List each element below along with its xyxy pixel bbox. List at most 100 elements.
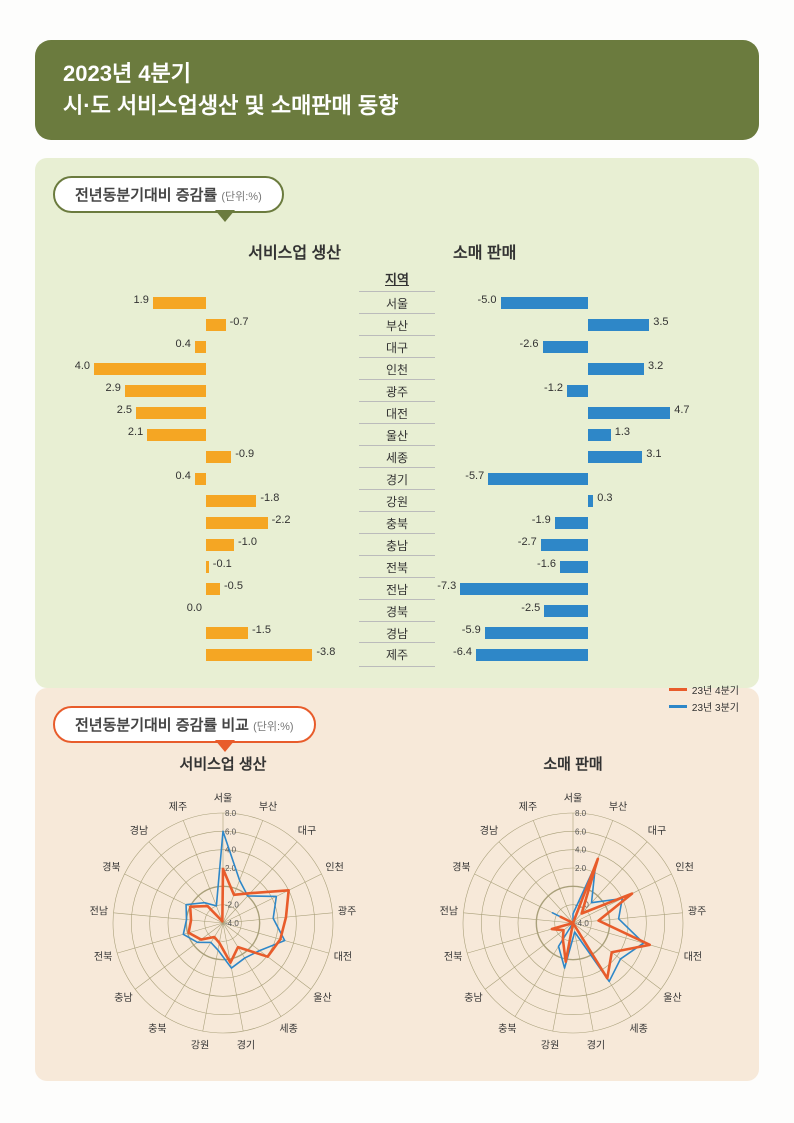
section1-pill-text: 전년동분기대비 증감률 <box>75 187 217 204</box>
bar-row: -3.8제주-6.4 <box>53 644 741 666</box>
svg-text:경북: 경북 <box>102 860 120 873</box>
region-label: 부산 <box>359 313 435 337</box>
bar-chart-headers: 서비스업 생산 소매 판매 <box>53 239 741 263</box>
svg-text:부산: 부산 <box>259 801 277 813</box>
title-line1: 2023년 4분기 <box>63 58 731 90</box>
radar-service-col: 서비스업 생산 서울부산대구인천광주대전울산세종경기 강원 충북 충남 전북 전남 경북 경남… <box>53 753 393 1063</box>
svg-text:8.0: 8.0 <box>575 809 587 818</box>
legend-swatch-q3 <box>669 705 687 708</box>
svg-text:6.0: 6.0 <box>575 827 587 836</box>
region-label: 대전 <box>359 401 435 425</box>
bar-row: 1.9서울-5.0 <box>53 292 741 314</box>
svg-text:경기: 경기 <box>587 1038 605 1051</box>
region-label: 경남 <box>359 621 435 645</box>
region-label: 울산 <box>359 423 435 447</box>
bar-row: -1.5경남-5.9 <box>53 622 741 644</box>
svg-text:경기: 경기 <box>237 1038 255 1051</box>
svg-text:부산: 부산 <box>609 801 627 813</box>
bar-row: 2.5대전4.7 <box>53 402 741 424</box>
svg-text:대구: 대구 <box>648 825 666 837</box>
legend-q3-label: 23년 3분기 <box>692 699 739 714</box>
bar-row: -1.8강원0.3 <box>53 490 741 512</box>
svg-text:울산: 울산 <box>313 992 331 1004</box>
region-label: 광주 <box>359 379 435 403</box>
svg-text:충북: 충북 <box>498 1023 516 1035</box>
right-chart-title: 소매 판매 <box>435 239 741 263</box>
region-label: 제주 <box>359 642 435 667</box>
svg-text:경남: 경남 <box>480 824 498 837</box>
region-label: 충남 <box>359 533 435 557</box>
section2-unit: (단위:%) <box>253 721 293 733</box>
svg-text:세종: 세종 <box>279 1023 297 1035</box>
radar-retail-chart: 서울부산대구인천광주대전울산세종경기강원충북충남전북전남경북경남제주-4.0-2… <box>403 778 743 1058</box>
svg-text:4.0: 4.0 <box>575 845 587 854</box>
svg-text:제주: 제주 <box>169 801 187 813</box>
region-label: 대구 <box>359 335 435 359</box>
pill-tail-icon <box>215 210 235 222</box>
region-label: 강원 <box>359 489 435 513</box>
radar-service-title: 서비스업 생산 <box>53 753 393 774</box>
svg-text:전남: 전남 <box>440 905 458 917</box>
radar-chart-section: 전년동분기대비 증감률 비교 (단위:%) 23년 4분기 23년 3분기 서비… <box>35 688 759 1081</box>
svg-text:서울: 서울 <box>564 792 582 804</box>
radar-wrap: 서비스업 생산 서울부산대구인천광주대전울산세종경기 강원 충북 충남 전북 전남 경북 경남… <box>53 753 741 1063</box>
svg-text:6.0: 6.0 <box>225 827 237 836</box>
bar-row: 0.4대구-2.6 <box>53 336 741 358</box>
region-header: 지역 <box>359 269 435 288</box>
svg-text:전남: 전남 <box>90 905 108 917</box>
radar-service-chart: 서울부산대구인천광주대전울산세종경기강원충북충남전북전남경북경남제주-4.0-2… <box>53 778 393 1058</box>
svg-text:전북: 전북 <box>444 951 462 963</box>
svg-text:2.0: 2.0 <box>575 864 587 873</box>
svg-text:강원: 강원 <box>191 1039 209 1051</box>
svg-text:전북: 전북 <box>94 951 112 963</box>
svg-text:세종: 세종 <box>629 1023 647 1035</box>
title-line2: 시·도 서비스업생산 및 소매판매 동향 <box>63 90 731 122</box>
bar-row: -1.0충남-2.7 <box>53 534 741 556</box>
svg-text:충남: 충남 <box>464 992 482 1004</box>
section1-pill: 전년동분기대비 증감률 (단위:%) <box>53 176 284 213</box>
svg-text:-4.0: -4.0 <box>575 919 589 928</box>
bar-row: -0.7부산3.5 <box>53 314 741 336</box>
bar-row: 2.1울산1.3 <box>53 424 741 446</box>
region-label: 전남 <box>359 577 435 601</box>
svg-text:대구: 대구 <box>298 825 316 837</box>
pill-tail-icon <box>215 740 235 752</box>
svg-text:인천: 인천 <box>675 861 693 873</box>
section2-pill-text: 전년동분기대비 증감률 비교 <box>75 717 249 734</box>
bar-row: 0.4경기-5.7 <box>53 468 741 490</box>
legend-q4-label: 23년 4분기 <box>692 682 739 697</box>
bar-chart-section: 전년동분기대비 증감률 (단위:%) 서비스업 생산 소매 판매 지역 1.9서… <box>35 158 759 688</box>
bar-row: 4.0인천3.2 <box>53 358 741 380</box>
bar-row: -0.1전북-1.6 <box>53 556 741 578</box>
radar-legend: 23년 4분기 23년 3분기 <box>669 682 739 716</box>
bar-row: -0.9세종3.1 <box>53 446 741 468</box>
section1-unit: (단위:%) <box>221 191 261 203</box>
svg-text:경남: 경남 <box>130 824 148 837</box>
svg-text:서울: 서울 <box>214 792 232 804</box>
svg-text:충북: 충북 <box>148 1023 166 1035</box>
bar-row: -2.2충북-1.9 <box>53 512 741 534</box>
svg-text:8.0: 8.0 <box>225 809 237 818</box>
svg-text:제주: 제주 <box>519 801 537 813</box>
radar-retail-col: 소매 판매 서울부산대구인천광주대전울산세종경기 강원 충북 충남 전북 전남 경북 경남 제주… <box>403 753 743 1063</box>
region-label: 서울 <box>359 291 435 315</box>
legend-swatch-q4 <box>669 688 687 691</box>
radar-retail-title: 소매 판매 <box>403 753 743 774</box>
title-banner: 2023년 4분기 시·도 서비스업생산 및 소매판매 동향 <box>35 40 759 140</box>
svg-text:인천: 인천 <box>325 861 343 873</box>
bar-rows-container: 1.9서울-5.0-0.7부산3.50.4대구-2.64.0인천3.22.9광주… <box>53 292 741 666</box>
svg-text:강원: 강원 <box>541 1039 559 1051</box>
region-label: 충북 <box>359 511 435 535</box>
svg-text:충남: 충남 <box>114 992 132 1004</box>
section2-pill: 전년동분기대비 증감률 비교 (단위:%) <box>53 706 316 743</box>
svg-text:울산: 울산 <box>663 992 681 1004</box>
legend-q3: 23년 3분기 <box>669 699 739 714</box>
region-label: 전북 <box>359 555 435 579</box>
svg-text:경북: 경북 <box>452 860 470 873</box>
svg-text:대전: 대전 <box>334 951 352 963</box>
svg-text:대전: 대전 <box>684 951 702 963</box>
svg-text:-2.0: -2.0 <box>225 900 239 909</box>
svg-text:광주: 광주 <box>688 905 706 917</box>
svg-text:광주: 광주 <box>338 905 356 917</box>
bar-row: 0.0경북-2.5 <box>53 600 741 622</box>
